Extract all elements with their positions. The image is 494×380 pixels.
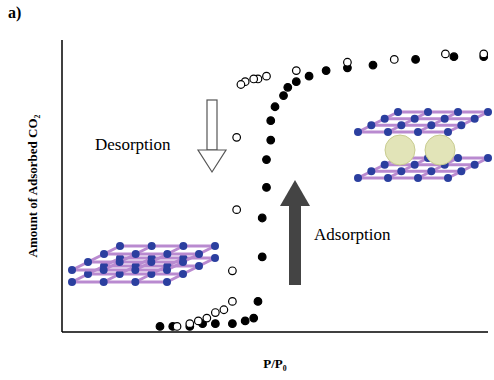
svg-text:Desorption: Desorption	[95, 135, 171, 154]
svg-text:P/P₀: P/P₀	[263, 356, 286, 371]
svg-text:Amount of Adsorbed CO₂: Amount of Adsorbed CO₂	[25, 114, 40, 257]
svg-text:Adsorption: Adsorption	[314, 225, 391, 244]
svg-text:a): a)	[8, 4, 21, 22]
